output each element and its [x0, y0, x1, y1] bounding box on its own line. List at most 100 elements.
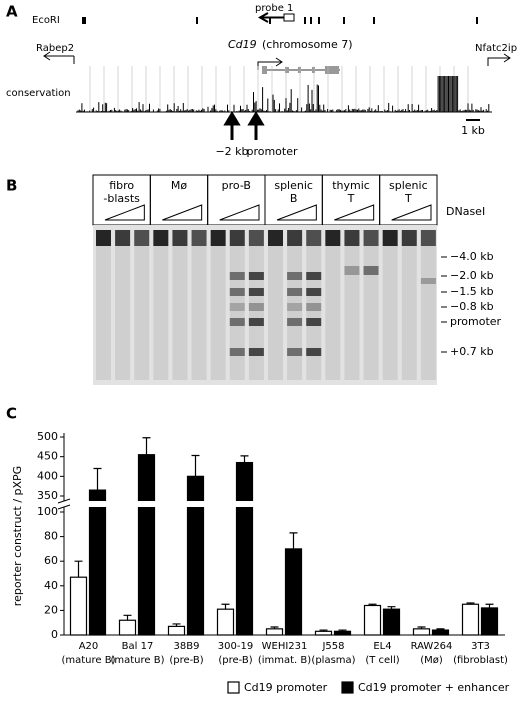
gel-band [363, 266, 379, 275]
x-tick-label: A20 [79, 641, 99, 652]
y-tick-label: 0 [51, 628, 58, 641]
lane-smear [153, 246, 169, 380]
x-tick-label: EL4 [373, 641, 391, 652]
well-band [210, 230, 226, 246]
dose-wedge [391, 204, 432, 221]
error-bar [240, 455, 249, 463]
bar [363, 604, 382, 636]
bar [382, 608, 401, 636]
lane-smear [172, 246, 188, 380]
gel-band [248, 288, 264, 296]
well-band [382, 230, 398, 246]
legend-label: Cd19 promoter + enhancer [358, 681, 510, 694]
gel-band [287, 303, 303, 311]
lane-smear [268, 246, 283, 380]
lane-smear [287, 246, 303, 380]
probe-box [283, 13, 295, 22]
ecori-site [476, 17, 478, 24]
bar [314, 630, 333, 636]
lane-label: fibro [109, 179, 134, 192]
bar [186, 475, 205, 636]
x-tick-note: (plasma) [311, 655, 355, 666]
lane-label: T [347, 192, 355, 205]
gel-band [287, 288, 303, 296]
well-band [306, 230, 322, 246]
well-band [229, 230, 245, 246]
track-label: conservation [6, 88, 71, 99]
gene-arrow [487, 53, 511, 66]
gene-label: Nfatc2ip [475, 43, 517, 54]
bar [284, 548, 303, 636]
y-tick-label: 100 [37, 505, 58, 518]
well-band [248, 230, 264, 246]
legend-swatch [341, 681, 354, 694]
gel-band [344, 266, 360, 275]
lane-label: Mø [171, 179, 187, 192]
ecori-site [310, 17, 312, 24]
dose-wedge [334, 204, 375, 221]
gel-band [248, 318, 264, 326]
y-tick-label: 60 [44, 554, 58, 567]
lane-label: -blasts [103, 192, 140, 205]
band-label: −4.0 kb [450, 250, 494, 263]
site-arrows [223, 111, 265, 140]
panel-label: C [6, 405, 17, 423]
well-band [363, 230, 379, 246]
error-bar [289, 532, 298, 549]
gel-band [229, 272, 245, 280]
gel-band [229, 318, 245, 326]
lane-smear [420, 246, 436, 380]
error-bar [221, 603, 230, 610]
x-tick-label: 3T3 [471, 641, 490, 652]
band-label: −1.5 kb [450, 285, 494, 298]
x-tick-note: (Mø) [420, 655, 443, 666]
lane-smear [134, 246, 150, 380]
gene-structure [262, 66, 340, 74]
well-band [115, 230, 131, 246]
bar [88, 489, 107, 636]
band-label: −0.8 kb [450, 300, 494, 313]
lane-smear [306, 246, 322, 380]
lane-smear [401, 246, 417, 380]
gene-arrow [257, 57, 283, 70]
bar [118, 619, 137, 636]
probe-label: probe 1 [255, 3, 293, 14]
bar [137, 454, 156, 636]
ecori-site [343, 17, 345, 24]
well-band [172, 230, 188, 246]
dose-wedge [276, 204, 317, 221]
bar [431, 629, 450, 636]
error-bar [93, 467, 102, 491]
x-tick-note: (mature B) [61, 655, 115, 666]
arrow-label: promoter [246, 145, 298, 158]
lane-smear [325, 246, 341, 380]
y-tick-label: 450 [37, 450, 58, 463]
bar [333, 630, 352, 636]
gel-band [248, 303, 264, 311]
legend-label: Cd19 promoter [244, 681, 328, 694]
bar [235, 461, 254, 636]
ecori-site [318, 17, 320, 24]
well-band [325, 230, 341, 246]
error-bar [74, 560, 83, 578]
gel-band [229, 348, 245, 356]
dose-wedge [219, 204, 260, 221]
x-tick-label: 38B9 [174, 641, 200, 652]
y-tick-label: 400 [37, 469, 58, 482]
bar [480, 607, 499, 636]
lane-smear [363, 246, 379, 380]
arrow-label: −2 kb [215, 145, 248, 158]
lane-smear [382, 246, 398, 380]
panel-c: reporter construct / pXPG 0 20 40 60 80 100 35… [11, 430, 510, 694]
ecori-site [196, 17, 198, 24]
lane-label: B [290, 192, 298, 205]
ecori-label: EcoRI [32, 15, 60, 26]
band-label: promoter [450, 315, 502, 328]
y-tick-label: 500 [37, 430, 58, 443]
lane-label: pro-B [222, 179, 251, 192]
lane-smear [96, 246, 111, 380]
lane-smear [210, 246, 226, 380]
lane-label: splenic [274, 179, 313, 192]
gene-label: Cd19 [228, 38, 257, 51]
